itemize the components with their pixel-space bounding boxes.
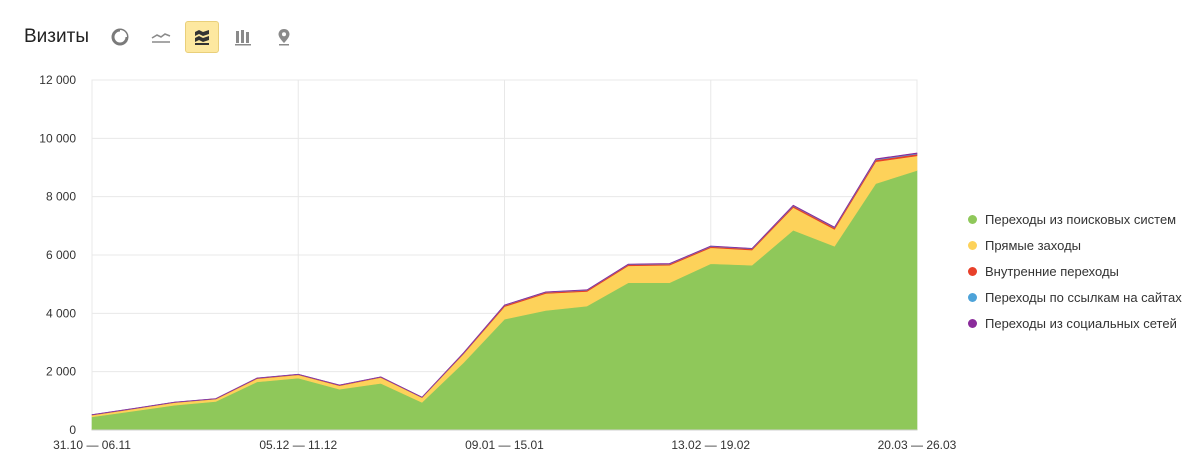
stacked-area-icon [194,30,209,45]
y-tick-label: 12 000 [39,73,76,87]
pie-chart-icon [111,28,129,46]
legend-label: Переходы из поисковых систем [985,211,1177,227]
legend-swatch [968,292,977,302]
legend-swatch [968,240,977,250]
bar-chart-icon [234,30,251,46]
legend-label: Внутренние переходы [985,263,1119,279]
page-title: Визиты [24,26,89,47]
legend-swatch [968,318,977,328]
x-tick-label: 05.12 — 11.12 [259,438,337,452]
y-tick-label: 0 [69,423,76,437]
map-button[interactable] [267,21,301,53]
pie-chart-button[interactable] [103,21,137,53]
map-pin-icon [278,29,290,46]
bar-chart-button[interactable] [226,21,260,53]
x-tick-label: 13.02 — 19.02 [671,438,750,452]
y-tick-label: 2 000 [46,365,76,379]
x-tick-label: 20.03 — 26.03 [878,438,957,452]
chart-header: Визиты [24,20,308,54]
y-tick-label: 8 000 [46,190,76,204]
legend-swatch [968,214,977,224]
y-tick-label: 4 000 [46,306,76,320]
legend-label: Переходы из социальных сетей [985,315,1177,331]
x-tick-label: 31.10 — 06.11 [53,438,131,452]
series-area-4 [91,152,918,415]
line-chart-button[interactable] [144,21,178,53]
stacked-area-button[interactable] [184,21,219,53]
legend-label: Переходы по ссылкам на сайтах [985,289,1182,305]
line-chart-icon [151,33,171,43]
legend-item[interactable]: Прямые заходы [968,232,1182,258]
legend-label: Прямые заходы [985,237,1082,253]
y-tick-label: 10 000 [39,131,76,145]
legend-item[interactable]: Внутренние переходы [968,258,1182,284]
legend-item[interactable]: Переходы по ссылкам на сайтах [968,284,1182,310]
chart-legend: Переходы из поисковых систем Прямые заход… [968,206,1182,336]
legend-swatch [968,266,977,276]
legend-item[interactable]: Переходы из поисковых систем [968,206,1182,232]
legend-item[interactable]: Переходы из социальных сетей [968,310,1182,336]
x-tick-label: 09.01 — 15.01 [465,438,544,452]
y-tick-label: 6 000 [46,248,76,262]
